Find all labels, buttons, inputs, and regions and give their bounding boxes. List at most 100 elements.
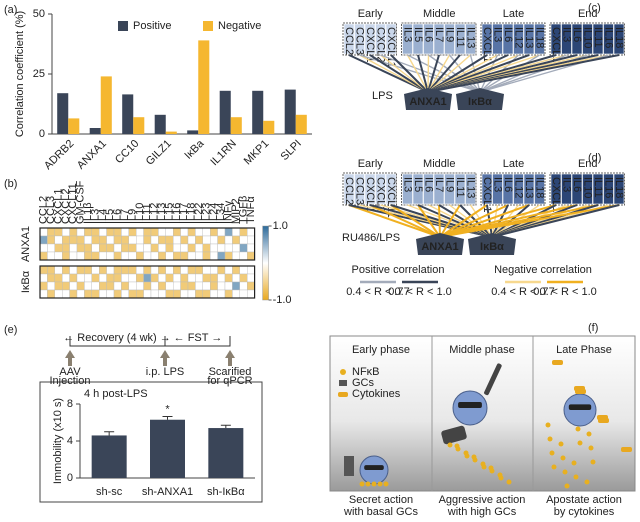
heatmap-cell <box>187 289 196 299</box>
heatmap-cell <box>158 235 166 245</box>
heatmap-cell <box>98 273 107 283</box>
edge <box>390 204 441 238</box>
gene-label: IL12 <box>513 177 525 198</box>
caption: by cytokines <box>554 506 615 518</box>
gene-box <box>412 173 424 205</box>
gene-label: IL11 <box>454 27 466 48</box>
heatmap-cell <box>202 243 211 253</box>
heatmap-cell <box>187 273 196 283</box>
timeline <box>69 336 231 347</box>
heatmap-cell <box>195 273 203 283</box>
group-name: End <box>578 158 598 170</box>
heatmap-cell <box>195 235 203 245</box>
heatmap-cell <box>69 289 78 299</box>
heatmap-cell <box>232 227 240 237</box>
column-label: TGFβ <box>237 196 249 224</box>
edge <box>439 204 488 238</box>
bar <box>150 419 185 478</box>
hub <box>404 88 452 110</box>
gene-box <box>412 23 424 55</box>
heatmap-cell <box>246 235 255 245</box>
heatmap-cell <box>47 281 56 291</box>
heatmap-cell <box>217 227 226 237</box>
sunglasses <box>458 402 482 408</box>
heatmap-cell <box>121 251 130 261</box>
gene-label: CXCL11 <box>385 27 397 68</box>
nfkb-dot <box>560 455 566 461</box>
heatmap-cell <box>84 251 93 261</box>
heatmap-cell <box>98 281 107 291</box>
error-bar <box>104 431 115 436</box>
heatmap-cell <box>202 265 211 275</box>
heatmap-cell <box>106 289 115 299</box>
event-label: i.p. LPS <box>146 366 185 378</box>
column-label: IL16 <box>171 203 183 224</box>
edge <box>390 54 429 93</box>
heatmap-cell <box>158 289 166 299</box>
heatmap-cell <box>128 251 137 261</box>
gene-label: IL13 <box>523 27 535 48</box>
hub <box>468 233 516 255</box>
legend-label: GCs <box>352 377 375 389</box>
gene-box <box>444 173 455 205</box>
heatmap-cell <box>165 235 174 245</box>
gene-label: IL13 <box>465 27 477 48</box>
hub <box>416 233 464 255</box>
heatmap-cell <box>39 273 48 283</box>
heatmap-cell <box>135 265 144 275</box>
column-label: GM-CSF <box>75 180 87 224</box>
hub <box>456 88 504 110</box>
caption: Aggressive action <box>439 494 526 506</box>
condition-label: RU486/LPS <box>342 232 400 244</box>
heatmap-cell <box>180 235 189 245</box>
heatmap-cell <box>232 281 240 291</box>
heatmap-cell <box>84 265 93 275</box>
bar <box>252 90 264 134</box>
heatmap-cell <box>143 281 152 291</box>
heatmap-cell <box>113 265 122 275</box>
heatmap-cell <box>135 243 144 253</box>
column-label: CCL3 <box>45 196 57 224</box>
heatmap-cell <box>113 243 122 253</box>
heatmap-cell <box>69 273 78 283</box>
heatmap-cell <box>91 251 100 261</box>
group-frame <box>480 172 546 206</box>
heatmap-cell <box>106 251 115 261</box>
panel-label: (e) <box>4 324 17 336</box>
heatmap-cell <box>113 235 122 245</box>
heatmap-cell <box>195 251 203 261</box>
gene-box <box>343 173 355 205</box>
x-tick-label: sh-IκBα <box>207 486 245 498</box>
bar <box>208 428 244 478</box>
gene-box <box>513 173 524 205</box>
nfkb-dot <box>590 459 596 465</box>
edge <box>439 204 620 238</box>
group-name: Middle <box>423 8 455 20</box>
heatmap-cell <box>39 235 48 245</box>
gene-box <box>561 23 572 55</box>
heatmap-cell <box>121 289 130 299</box>
heatmap-cell <box>217 289 226 299</box>
heatmap-cell <box>62 289 70 299</box>
column-label: IL5 <box>104 209 116 224</box>
bar <box>219 90 231 134</box>
legend-range: 0.7 < R < 1.0 <box>533 286 597 298</box>
gene-label: IL11 <box>592 177 604 198</box>
gene-label: IL6 <box>571 27 583 42</box>
heatmap-cell <box>135 289 144 299</box>
arrow <box>160 350 170 366</box>
heatmap-cell <box>121 243 130 253</box>
column-label: IL15 <box>163 203 175 224</box>
edge <box>427 54 440 93</box>
heatmap-cell <box>239 243 248 253</box>
nfkb-dot <box>545 422 551 428</box>
span-label: ← Recovery (4 wk) → <box>63 332 171 344</box>
heatmap-cell <box>39 243 48 253</box>
heatmap-cell <box>195 243 203 253</box>
heatmap-cell <box>246 243 255 253</box>
y-tick-label: 25 <box>33 68 45 80</box>
heatmap-cell <box>195 281 203 291</box>
caption: with basal GCs <box>343 506 418 518</box>
heatmap-cell <box>84 281 93 291</box>
bar <box>198 40 210 134</box>
